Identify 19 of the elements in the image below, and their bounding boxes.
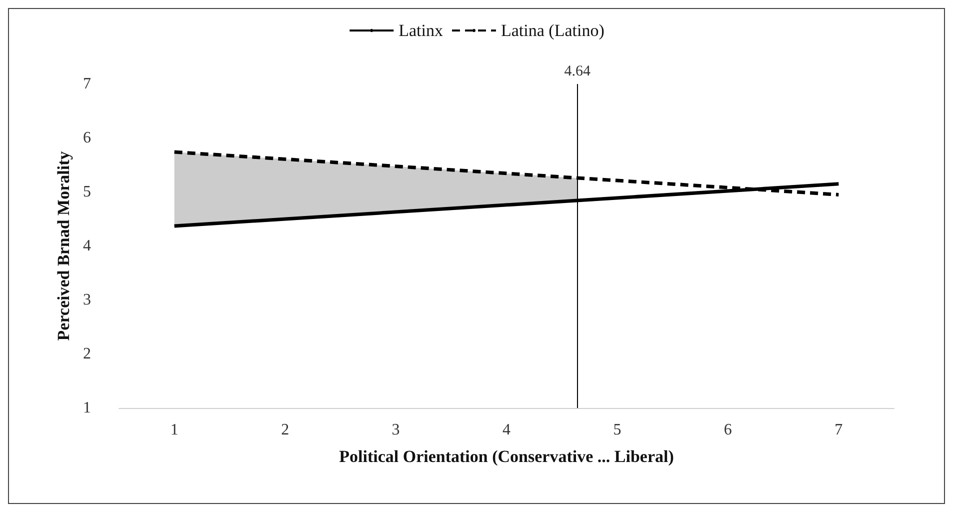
- x-tick-label: 6: [724, 422, 732, 438]
- y-tick-label: 6: [83, 130, 91, 146]
- legend-label: Latinx: [398, 21, 444, 40]
- y-tick-label: 5: [83, 184, 91, 200]
- x-tick-label: 2: [281, 422, 290, 438]
- y-tick-label: 3: [83, 292, 91, 308]
- ref-line-label: 4.64: [564, 64, 591, 80]
- x-axis-title: Political Orientation (Conservative ... Liberal): [339, 447, 674, 466]
- y-tick-label: 7: [83, 76, 91, 92]
- x-tick-label: 7: [834, 422, 843, 438]
- x-tick-label: 5: [613, 422, 622, 438]
- x-tick-label: 4: [502, 422, 510, 438]
- y-tick-label: 1: [83, 400, 91, 416]
- y-tick-label: 4: [83, 238, 91, 254]
- legend-label: Latina (Latino): [501, 21, 604, 40]
- y-tick-label: 2: [83, 346, 91, 362]
- x-tick-label: 1: [170, 422, 178, 438]
- y-axis-title: Perceived Brnad Morality: [54, 150, 74, 341]
- x-tick-label: 3: [392, 422, 400, 438]
